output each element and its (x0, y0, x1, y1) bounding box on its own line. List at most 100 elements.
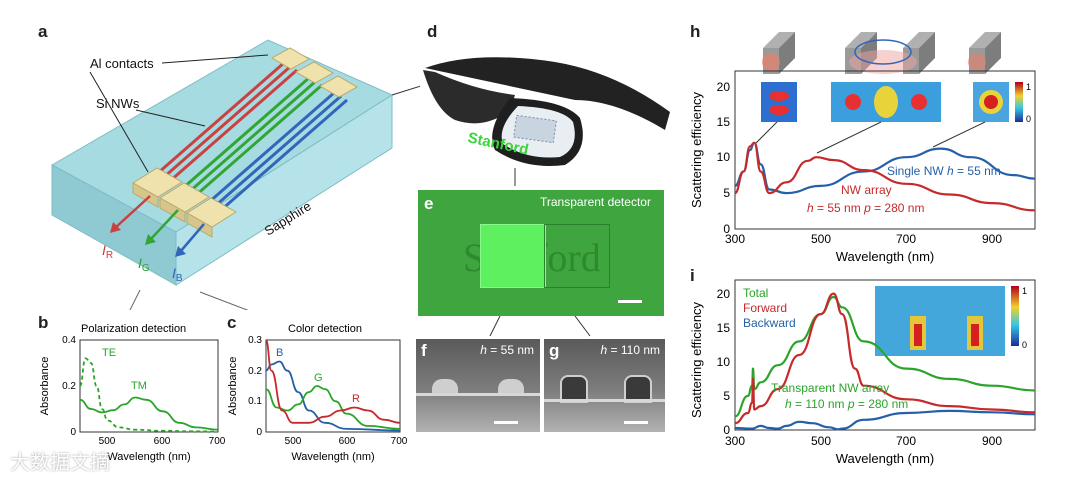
current-arrowhead-blue (175, 246, 186, 257)
al-pad-back-1 (270, 47, 311, 70)
chart-polarization: Polarization detection 0 0.2 0.4 500 600… (39, 323, 226, 463)
chart-c-g-label: G (314, 372, 323, 384)
chart-h-nw-array-label: NW array (841, 183, 892, 197)
chart-h-frame (734, 70, 1036, 230)
panel-letter-f: f (421, 341, 427, 360)
chart-h-xtick-2: 700 (896, 232, 916, 246)
nanowire-cross-section-4 (624, 375, 652, 403)
substrate-surface-f (416, 393, 540, 396)
chart-b-xlabel: Wavelength (nm) (107, 451, 190, 463)
scale-bar-g (624, 421, 648, 424)
chart-c-xtick-1: 600 (339, 436, 356, 447)
nanowire-green-2 (180, 79, 317, 201)
al-pad-front-1-side (132, 182, 159, 208)
al-contacts-pointer-2 (89, 71, 149, 173)
chart-i-xtick-3: 900 (982, 434, 1002, 448)
chart-c-series-b (265, 360, 401, 432)
chart-c-frame (265, 339, 401, 433)
al-contacts-label: Al contacts (90, 56, 154, 71)
chart-b-xtick-1: 600 (154, 436, 171, 447)
colorbar-i-max: 1 (1022, 286, 1027, 296)
nanowire-green-1 (174, 75, 311, 197)
chart-h-xtick-0: 300 (725, 232, 745, 246)
substrate-surface-g (544, 399, 665, 402)
chart-h-series-nw-array (734, 141, 1036, 212)
chart-i-ytick-0: 0 (723, 423, 730, 437)
chart-i-ytick-4: 20 (717, 287, 731, 301)
nanowire-blue-3 (211, 98, 348, 220)
panel-letter-h: h (690, 22, 701, 41)
chart-i-legend-total: Total (743, 286, 768, 300)
chart-h-nw-array-params: h = 55 nm p = 280 nm (807, 201, 924, 215)
chart-h-xlabel: Wavelength (nm) (836, 249, 935, 264)
chart-i-series-backward (734, 409, 1036, 431)
chart-b-xtick-2: 700 (209, 436, 226, 447)
current-arrow-red (114, 195, 151, 229)
chart-i-legend-backward: Backward (743, 316, 796, 330)
chart-h-ylabel: Scattering efficiency (689, 91, 704, 208)
nw-icon-4-top (969, 32, 1001, 48)
current-label-red: IR (102, 242, 113, 261)
chart-i-series-forward (734, 292, 1036, 425)
chart-b-series-te (79, 357, 219, 433)
chart-i-ytick-3: 15 (717, 321, 731, 335)
si-nws-pointer (135, 109, 206, 127)
nw-icon-4-glow (968, 53, 986, 71)
chart-c-xlabel: Wavelength (nm) (291, 451, 374, 463)
si-nws-label: Si NWs (96, 96, 140, 111)
glasses-left-frame (423, 70, 515, 124)
arrow-to-c (199, 291, 249, 310)
chart-h-series-single-nw (734, 141, 1036, 195)
chart-i-array-label: Transparent NW array (771, 381, 889, 395)
sapphire-side-face (175, 94, 393, 286)
al-pad-front-3-side (186, 212, 213, 238)
nanowire-cross-section-3 (560, 375, 588, 403)
current-arrowhead-red (110, 222, 121, 233)
nanowire-green-3 (186, 83, 323, 205)
nanowire-illustrations (762, 32, 1001, 74)
chart-b-ytick-0: 0 (70, 427, 76, 438)
chart-c-ytick-2: 0.2 (248, 366, 262, 377)
current-label-green: IG (138, 255, 150, 274)
glasses-illustration: Stanford (423, 57, 670, 186)
chart-b-ytick-2: 0.4 (62, 335, 76, 346)
chart-h-ytick-2: 10 (717, 150, 731, 164)
panel-letter-c: c (227, 313, 237, 332)
chart-h-xtick-1: 500 (811, 232, 831, 246)
scale-bar-e (618, 300, 642, 303)
field-map-transparent-array (875, 286, 1005, 356)
chart-h-xtick-3: 900 (982, 232, 1002, 246)
chart-i-ytick-1: 5 (723, 389, 730, 403)
panel-letter-b: b (38, 313, 49, 332)
panel-g-sem: g h = 110 nm (544, 339, 665, 432)
pointer-h-1 (754, 121, 778, 145)
chart-c-series-g (265, 385, 401, 430)
chart-h-single-nw-label: Single NW h = 55 nm (887, 164, 1001, 178)
scale-bar-f (494, 421, 518, 424)
chart-i-ylabel: Scattering efficiency (689, 301, 704, 418)
colorbar-h (1015, 82, 1023, 122)
field-map-array-center (874, 86, 898, 118)
chart-b-te-label: TE (102, 347, 116, 359)
nanowire-red-1 (149, 60, 286, 182)
chart-color: Color detection 0 0.1 0.2 0.3 500 600 70… (227, 323, 408, 463)
chart-b-title: Polarization detection (81, 323, 186, 335)
field-map-single (761, 82, 797, 122)
nw-icon-3-side (919, 32, 935, 74)
device-schematic: Al contacts Si NWs Sapphire IR IG IB (50, 39, 420, 310)
al-pad-back-3 (318, 75, 359, 98)
arrows-to-fg (489, 316, 591, 337)
chart-h-ytick-0: 0 (723, 222, 730, 236)
chart-scattering-h: 1 0 0 5 10 15 20 300 500 700 900 Wavelen… (689, 32, 1036, 264)
al-contacts (132, 47, 359, 238)
pointer-h-3 (932, 121, 986, 148)
panel-e-micrograph: e Transparent detector Stanford (418, 190, 664, 316)
nanowire-cross-section-2 (498, 379, 524, 393)
nw-icon-1-side (779, 32, 795, 74)
colorbar-i-min: 0 (1022, 340, 1027, 350)
arrow-to-b (129, 289, 141, 310)
chart-b-xtick-0: 500 (99, 436, 116, 447)
panel-letter-d: d (427, 22, 438, 41)
arrow-to-glasses (391, 85, 420, 96)
panel-letter-a: a (38, 22, 48, 41)
